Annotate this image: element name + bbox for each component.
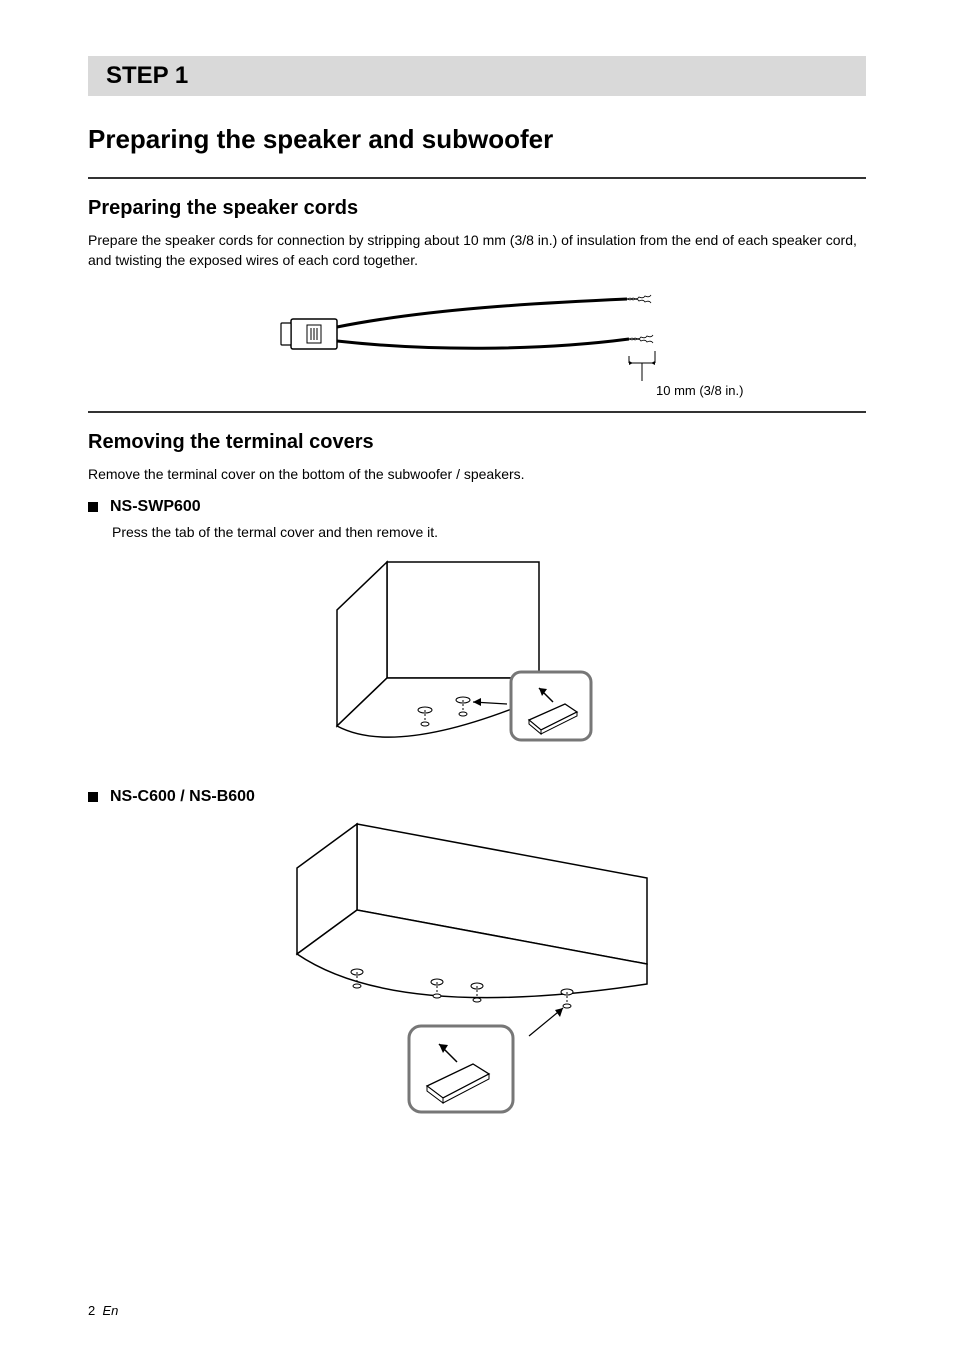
footer-lang: En: [102, 1303, 118, 1318]
bullet-square-icon: [88, 792, 98, 802]
page-title: Preparing the speaker and subwoofer: [88, 124, 866, 155]
cords-intro-text: Prepare the speaker cords for connection…: [88, 230, 866, 271]
bullet-square-icon: [88, 502, 98, 512]
section-heading-covers: Removing the terminal covers: [88, 431, 866, 454]
section-rule-top-2: [88, 411, 866, 413]
model-row-1: NS-SWP600: [88, 498, 866, 516]
figure-subwoofer: [307, 552, 647, 772]
model-label-2: NS-C600 / NS-B600: [110, 788, 255, 806]
footer-page-number: 2: [88, 1303, 95, 1318]
model-1-note: Press the tab of the termal cover and th…: [112, 522, 866, 542]
step-label: STEP 1: [106, 62, 188, 90]
cord-measure-callout: 10 mm (3/8 in.): [656, 383, 743, 398]
model-label-1: NS-SWP600: [110, 498, 201, 516]
step-header-bar: STEP 1: [88, 56, 866, 96]
figure-speaker-cord: [277, 281, 677, 401]
section-heading-cords: Preparing the speaker cords: [88, 197, 866, 220]
figure-cord-wrapper: 10 mm (3/8 in.): [88, 281, 866, 411]
model-row-2: NS-C600 / NS-B600: [88, 788, 866, 806]
figure-speaker-bar: [267, 814, 687, 1134]
page-footer: 2 En: [88, 1303, 118, 1318]
page: STEP 1 Preparing the speaker and subwoof…: [0, 0, 954, 1352]
section-rule-top-1: [88, 177, 866, 179]
covers-intro-text: Remove the terminal cover on the bottom …: [88, 464, 866, 484]
